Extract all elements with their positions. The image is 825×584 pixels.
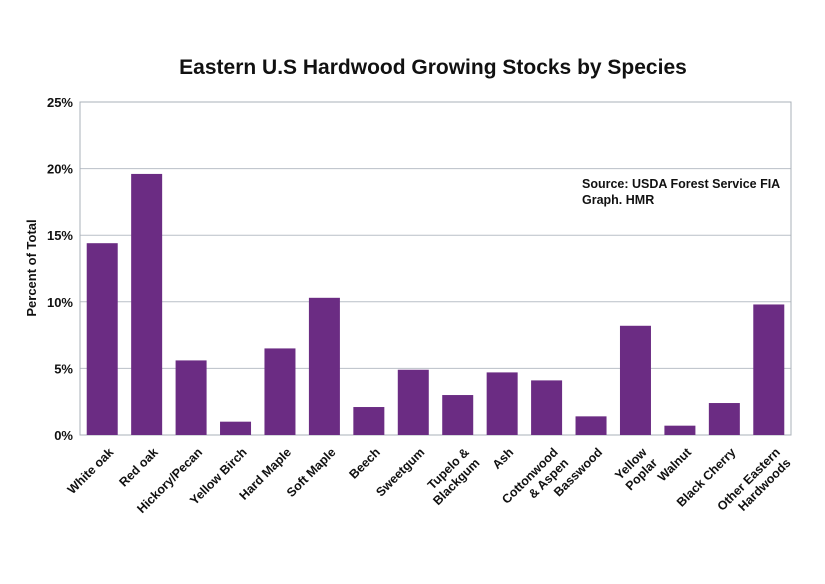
bar	[486, 372, 518, 435]
plot-frame	[79, 101, 792, 436]
y-tick-label: 20%	[47, 162, 73, 177]
bar	[708, 403, 740, 435]
y-tick-label: 15%	[47, 228, 73, 243]
y-tick-label: 0%	[54, 428, 73, 443]
bar	[397, 369, 429, 435]
x-tick-label: YellowPoplar	[612, 445, 660, 493]
bar	[175, 360, 207, 435]
bar	[753, 304, 785, 435]
x-tick-label: Walnut	[655, 445, 695, 485]
bar	[664, 425, 696, 435]
bar	[353, 407, 385, 435]
x-tick-label: White oak	[65, 445, 117, 497]
x-tick-label: Sweetgum	[373, 445, 427, 499]
bar	[531, 380, 563, 435]
x-tick-label: Beech	[347, 445, 383, 481]
chart-title: Eastern U.S Hardwood Growing Stocks by S…	[179, 56, 687, 79]
x-tick-label: Tupelo &Blackgum	[420, 445, 483, 508]
bar	[575, 416, 607, 435]
bar	[131, 173, 163, 436]
bar	[619, 325, 651, 435]
graph-credit-note: Graph. HMR	[582, 193, 654, 207]
bar	[308, 297, 340, 435]
x-tick-label: Ash	[490, 445, 517, 472]
y-tick-label: 25%	[47, 95, 73, 110]
x-tick-label: Red oak	[116, 445, 160, 489]
bars	[86, 173, 785, 436]
bar	[86, 243, 118, 435]
y-axis-label: Percent of Total	[24, 219, 39, 316]
bar	[442, 395, 474, 435]
bar	[220, 421, 252, 435]
y-axis-ticks: 0% 5% 10% 15% 20% 25%	[47, 95, 73, 443]
y-tick-label: 10%	[47, 295, 73, 310]
bar	[264, 348, 296, 435]
source-note: Source: USDA Forest Service FIA	[582, 177, 780, 191]
y-tick-label: 5%	[54, 361, 73, 376]
